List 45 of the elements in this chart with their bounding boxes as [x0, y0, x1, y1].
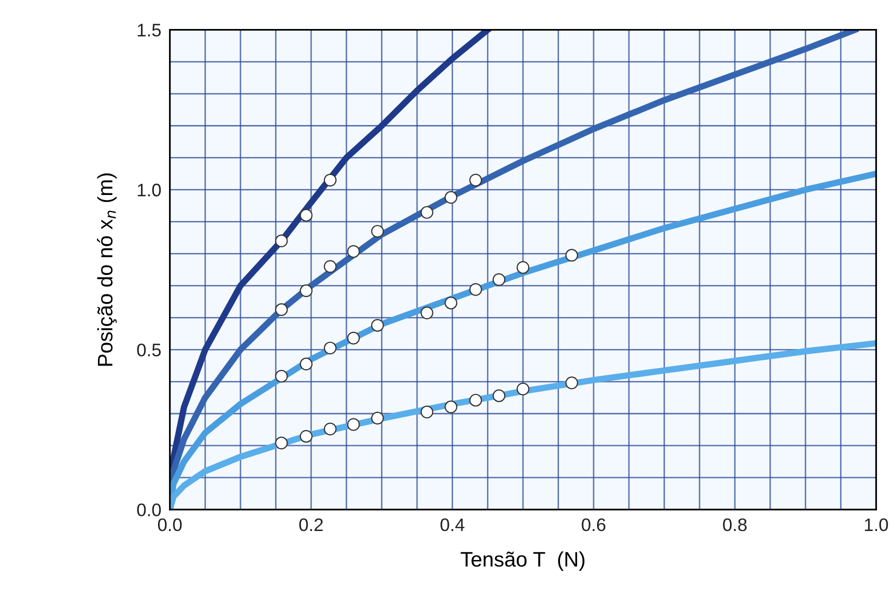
x-tick-label: 0.0 — [158, 518, 182, 532]
x-tick-label: 0.4 — [440, 518, 464, 532]
point — [444, 400, 458, 414]
y-tick-label: 0.0 — [137, 504, 161, 516]
y-axis-title: Posição do nó x$_{n}$ (m) — [96, 173, 117, 366]
point — [516, 382, 530, 396]
point — [275, 370, 288, 383]
y-tick-label: 1.0 — [138, 184, 161, 196]
point — [275, 436, 288, 450]
point — [469, 174, 482, 186]
point — [347, 245, 360, 258]
y-tick-label: 1.5 — [138, 24, 161, 37]
point — [300, 284, 313, 298]
point — [324, 174, 337, 186]
point — [444, 296, 458, 310]
point — [275, 234, 288, 248]
point — [565, 376, 578, 390]
point — [324, 422, 337, 436]
point — [300, 208, 313, 222]
x-tick-label: 0.6 — [582, 518, 606, 532]
point — [565, 248, 578, 262]
point — [420, 306, 434, 320]
x-tick-label: 0.2 — [299, 518, 323, 532]
point — [516, 261, 530, 274]
point — [324, 342, 337, 354]
point — [300, 430, 313, 443]
point — [347, 418, 360, 431]
point — [371, 318, 384, 332]
point — [469, 394, 482, 407]
point — [420, 406, 434, 418]
point — [275, 303, 288, 316]
point — [300, 358, 313, 370]
point — [371, 224, 384, 238]
x-axis-title: Tensão T (N) — [460, 551, 584, 571]
x-tick-label: 1.0 — [864, 518, 888, 532]
point — [347, 332, 360, 345]
point — [492, 273, 506, 286]
y-tick-label: 0.5 — [137, 344, 161, 356]
point — [469, 283, 482, 296]
point — [444, 191, 458, 204]
point — [371, 412, 384, 424]
point — [492, 389, 506, 402]
point — [324, 260, 337, 273]
point — [420, 206, 434, 219]
x-tick-label: 0.8 — [723, 518, 747, 532]
